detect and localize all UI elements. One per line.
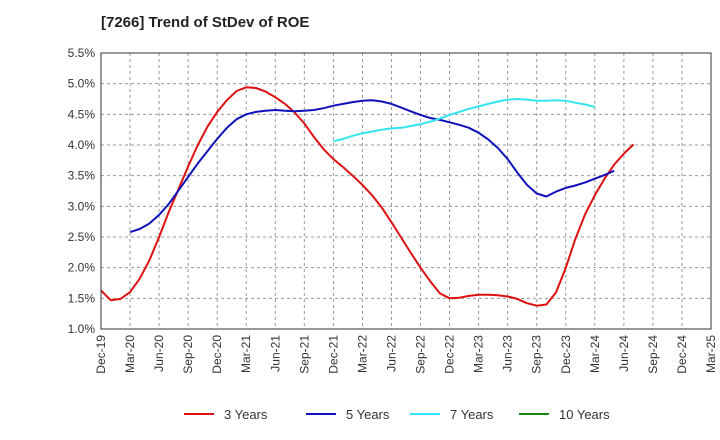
y-tick-label: 1.0% bbox=[68, 322, 96, 336]
legend-label: 5 Years bbox=[346, 407, 390, 422]
x-tick-label: Jun-20 bbox=[152, 335, 166, 372]
plot-area bbox=[101, 53, 711, 329]
chart-title: [7266] Trend of StDev of ROE bbox=[101, 14, 310, 31]
x-tick-label: Dec-23 bbox=[559, 335, 573, 374]
y-tick-label: 1.5% bbox=[68, 291, 96, 305]
y-tick-label: 2.0% bbox=[68, 261, 96, 275]
series-line-5-years bbox=[129, 99, 615, 234]
x-tick-label: Sep-23 bbox=[530, 335, 544, 374]
y-axis-ticks: 1.0% 1.5% 2.0% 2.5% 3.0% 3.5% 4.0% 4.5% 5.0% 5.5% bbox=[68, 46, 96, 336]
x-tick-label: Sep-22 bbox=[414, 335, 428, 374]
x-tick-label: Dec-19 bbox=[94, 335, 108, 374]
y-tick-label: 4.0% bbox=[68, 138, 96, 152]
y-tick-label: 3.0% bbox=[68, 199, 96, 213]
x-tick-label: Mar-22 bbox=[355, 335, 369, 373]
legend-label: 10 Years bbox=[559, 407, 610, 422]
y-tick-label: 3.5% bbox=[68, 169, 96, 183]
x-tick-label: Dec-20 bbox=[210, 335, 224, 374]
legend: 3 Years 5 Years 7 Years 10 Years bbox=[184, 407, 610, 422]
x-tick-label: Dec-21 bbox=[326, 335, 340, 374]
x-tick-label: Mar-25 bbox=[704, 335, 718, 373]
x-tick-label: Mar-23 bbox=[472, 335, 486, 373]
plot-frame bbox=[100, 52, 712, 330]
x-tick-label: Dec-24 bbox=[675, 335, 689, 374]
grid-lines bbox=[100, 52, 712, 330]
series-line-7-years bbox=[333, 98, 596, 143]
x-tick-label: Mar-20 bbox=[123, 335, 137, 373]
x-tick-label: Jun-21 bbox=[268, 335, 282, 372]
series-lines bbox=[100, 86, 635, 307]
x-tick-label: Jun-22 bbox=[384, 335, 398, 372]
x-tick-label: Dec-22 bbox=[443, 335, 457, 374]
legend-label: 7 Years bbox=[450, 407, 494, 422]
x-tick-label: Mar-21 bbox=[239, 335, 253, 373]
x-axis-ticks: Dec-19 Mar-20 Jun-20 Sep-20 Dec-20 Mar-21 Jun-… bbox=[94, 335, 718, 374]
legend-label: 3 Years bbox=[224, 407, 268, 422]
x-tick-label: Jun-24 bbox=[617, 335, 631, 372]
x-tick-label: Sep-21 bbox=[297, 335, 311, 374]
x-tick-label: Sep-24 bbox=[646, 335, 660, 374]
x-tick-label: Sep-20 bbox=[181, 335, 195, 374]
y-tick-label: 5.0% bbox=[68, 77, 96, 91]
y-tick-label: 4.5% bbox=[68, 107, 96, 121]
x-tick-label: Mar-24 bbox=[588, 335, 602, 373]
y-tick-label: 2.5% bbox=[68, 230, 96, 244]
x-tick-label: Jun-23 bbox=[501, 335, 515, 372]
y-tick-label: 5.5% bbox=[68, 46, 96, 60]
series-line-3-years bbox=[100, 86, 635, 307]
